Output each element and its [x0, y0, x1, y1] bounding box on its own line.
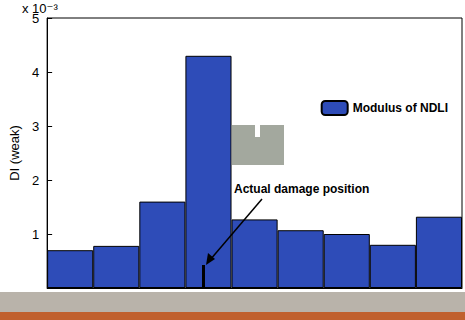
svg-text:4: 4: [32, 65, 39, 80]
svg-text:DI (weak): DI (weak): [7, 125, 22, 181]
svg-text:Modulus of NDLI: Modulus of NDLI: [353, 101, 448, 115]
svg-text:1: 1: [32, 227, 39, 242]
svg-text:3: 3: [32, 119, 39, 134]
svg-text:Actual damage position: Actual damage position: [234, 182, 369, 196]
svg-text:x 10⁻³: x 10⁻³: [22, 1, 58, 16]
svg-text:2: 2: [32, 173, 39, 188]
svg-text:5: 5: [31, 10, 40, 26]
